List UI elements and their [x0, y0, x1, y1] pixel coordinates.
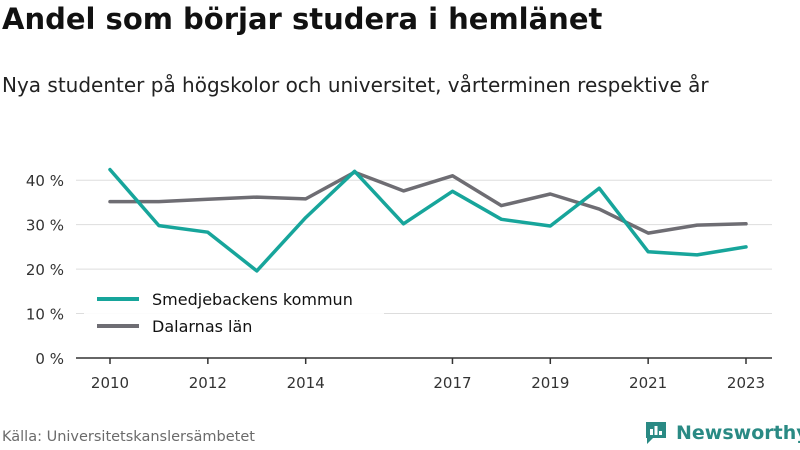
x-axis-labels: 2010 2012 2014 2017 2019 2021 2023 [91, 358, 765, 392]
legend-label: Smedjebackens kommun [152, 290, 353, 309]
y-tick-label: 40 % [26, 172, 64, 190]
x-tick-label: 2014 [287, 374, 325, 392]
brand-name: Newsworthy [676, 422, 800, 444]
newsworthy-logo-icon [646, 422, 666, 444]
y-tick-label: 10 % [26, 306, 64, 324]
series-line [108, 167, 748, 273]
series-line [108, 170, 748, 235]
y-tick-label: 30 % [26, 217, 64, 235]
x-tick-label: 2012 [189, 374, 227, 392]
x-tick-label: 2017 [433, 374, 471, 392]
chart-subtitle: Nya studenter på högskolor och universit… [2, 73, 709, 97]
x-tick-label: 2010 [91, 374, 129, 392]
y-axis-labels: 0 % 10 % 20 % 30 % 40 % [26, 172, 64, 368]
source-note: Källa: Universitetskanslersämbetet [2, 429, 255, 445]
x-tick-label: 2021 [629, 374, 667, 392]
legend-label: Dalarnas län [152, 317, 252, 336]
legend: Smedjebackens kommun Dalarnas län [84, 284, 384, 342]
series-lines [108, 167, 748, 273]
x-tick-label: 2019 [531, 374, 569, 392]
x-tick-label: 2023 [727, 374, 765, 392]
brand-logo: Newsworthy [644, 420, 800, 446]
chart-title: Andel som börjar studera i hemlänet [2, 2, 603, 36]
grid-lines [76, 179, 772, 315]
y-tick-label: 20 % [26, 261, 64, 279]
line-chart: 0 % 10 % 20 % 30 % 40 % 2010 2012 2014 2017 2019… [26, 167, 772, 392]
y-tick-label: 0 % [35, 350, 64, 368]
legend-background [84, 284, 384, 342]
